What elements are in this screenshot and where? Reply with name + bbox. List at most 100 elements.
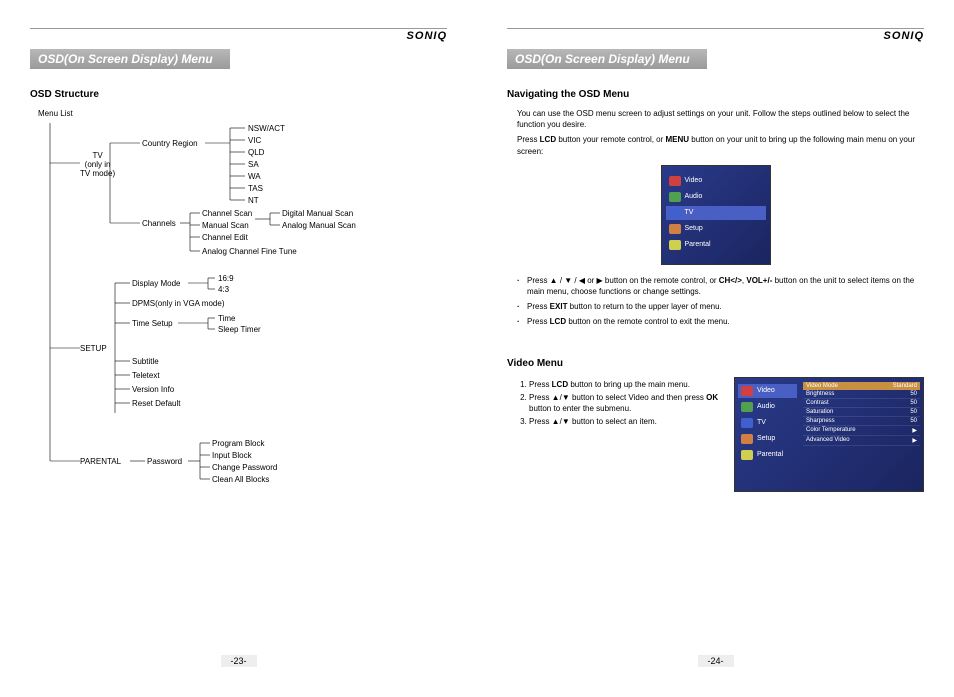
t: TV [757,419,766,426]
page-spread: SONIQ OSD(On Screen Display) Menu OSD St… [0,0,954,697]
bullet-2: Press EXIT button to return to the upper… [517,301,924,312]
t: Parental [685,241,711,248]
t: 50 [910,418,917,424]
tree-setup: SETUP [80,344,107,353]
t: ▶ [912,427,917,434]
t: Standard [893,383,917,389]
t: 50 [910,391,917,397]
t: Setup [757,435,775,442]
section-title-right: OSD(On Screen Display) Menu [507,49,707,69]
t: Parental [757,451,783,458]
left-content: OSD Structure Menu List [30,89,447,493]
tv-icon [741,418,753,428]
tv-icon [669,208,681,218]
osd-structure-heading: OSD Structure [30,89,447,100]
bullet-1: Press ▲ / ▼ / ◀ or ▶ button on the remot… [517,275,924,297]
t: button to bring up the main menu. [568,380,690,389]
tree-region-6: NT [248,196,259,205]
tree-pw-3: Clean All Blocks [212,475,269,484]
tree-channels: Channels [142,219,176,228]
menu-tv: TV [666,206,766,220]
tree-parental: PARENTAL [80,457,121,466]
t: Press [529,380,552,389]
t: EXIT [550,302,568,311]
t: button to return to the upper layer of m… [567,302,721,311]
tree-ttx: Teletext [132,371,160,380]
t: Video [685,177,703,184]
video-heading: Video Menu [507,358,924,369]
tree-chan-0: Channel Scan [202,209,252,218]
t: Press [517,135,540,144]
audio-icon [669,192,681,202]
tree-region-1: VIC [248,136,261,145]
vm-video: Video [738,384,797,398]
t: 50 [910,400,917,406]
page-num-left: -23- [220,655,256,667]
vm-audio: Audio [738,400,797,414]
tree-dm-0: 16:9 [218,274,234,283]
t: 50 [910,409,917,415]
t: Brightness [806,391,834,397]
bullet-3: Press LCD button on the remote control t… [517,316,924,327]
nav-p2: Press LCD button your remote control, or… [517,134,924,156]
tree-chan-2: Channel Edit [202,233,248,242]
video-side: Video Audio TV Setup Parental [735,378,800,491]
tree-pw: Password [147,457,182,466]
section-rule-r [507,28,924,29]
page-left: SONIQ OSD(On Screen Display) Menu OSD St… [0,0,477,697]
vm-row: Advanced Video▶ [803,436,920,446]
tree-country: Country Region [142,139,198,148]
t: Press [527,317,550,326]
vm-row: Saturation50 [803,408,920,417]
t: button on the remote control to exit the… [566,317,730,326]
t: Audio [685,193,703,200]
right-content: Navigating the OSD Menu You can use the … [507,89,924,492]
t: OK [706,393,718,402]
video-icon [669,176,681,186]
tree-region-3: SA [248,160,259,169]
tree-ts: Time Setup [132,319,173,328]
page-right: SONIQ OSD(On Screen Display) Menu Naviga… [477,0,954,697]
setup-icon [741,434,753,444]
t: Advanced Video [806,437,850,444]
tree-dpms: DPMS(only in VGA mode) [132,299,224,308]
nav-bullets: Press ▲ / ▼ / ◀ or ▶ button on the remot… [517,275,924,328]
t: LCD [552,380,568,389]
t: button to enter the submenu. [529,404,631,413]
t: TV [685,209,694,216]
vm-row: Brightness 50 [803,390,920,399]
main-menu-screenshot: Video Audio TV Setup Parental [661,165,771,265]
vm-parental: Parental [738,448,797,462]
vm-row: Color Temperature ▶ [803,426,920,436]
t: VOL+/- [746,276,772,285]
tree-dm-1: 4:3 [218,285,229,294]
menu-video: Video [666,174,766,188]
t: Sharpness [806,418,835,424]
tree-lines [30,123,450,493]
t: CH</> [719,276,742,285]
tree-sub: Subtitle [132,357,159,366]
tree-ts-0: Time [218,314,235,323]
section-title-left: OSD(On Screen Display) Menu [30,49,230,69]
t: Contrast [806,400,829,406]
tree-pw-2: Change Password [212,463,277,472]
t: button your remote control, or [556,135,665,144]
parental-icon [669,240,681,250]
nav-p1: You can use the OSD menu screen to adjus… [517,108,924,130]
audio-icon [741,402,753,412]
t: Audio [757,403,775,410]
tree-dm: Display Mode [132,279,180,288]
tree-tv: TV(only inTV mode) [80,151,115,178]
menu-list-label: Menu List [38,108,447,119]
t: Color Temperature [806,427,856,434]
vm-head: Video ModeStandard [803,382,920,390]
video-section: Video Audio TV Setup Parental Video Mode… [507,377,924,492]
t: LCD [540,135,556,144]
section-rule [30,28,447,29]
vm-row: Contrast 50 [803,399,920,408]
tree-reset: Reset Default [132,399,180,408]
menu-parental: Parental [666,238,766,252]
t: Video [757,387,775,394]
video-main: Video ModeStandard Brightness 50 Contrast… [800,378,923,491]
t: Press ▲ / ▼ / ◀ or ▶ button on the remot… [527,276,719,285]
